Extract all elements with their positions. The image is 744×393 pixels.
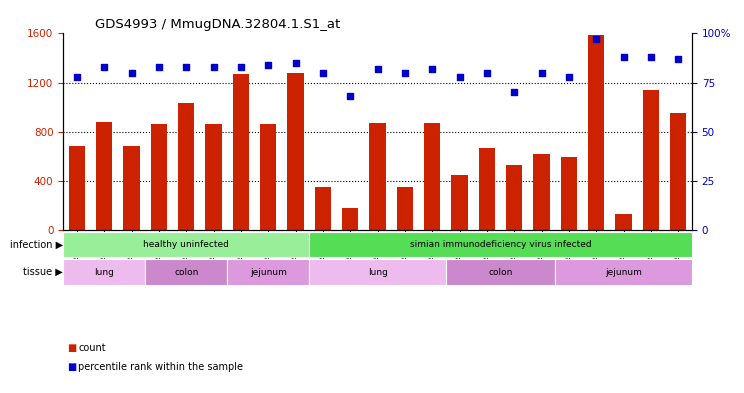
Point xyxy=(208,64,219,70)
Bar xyxy=(342,208,359,230)
Bar xyxy=(310,232,692,257)
Bar xyxy=(145,259,227,285)
Text: infection ▶: infection ▶ xyxy=(10,240,62,250)
Point xyxy=(98,64,110,70)
Text: GDS4993 / MmugDNA.32804.1.S1_at: GDS4993 / MmugDNA.32804.1.S1_at xyxy=(94,18,340,31)
Bar xyxy=(63,259,145,285)
Bar xyxy=(615,214,632,230)
Bar xyxy=(310,259,446,285)
Point xyxy=(454,73,466,80)
Point xyxy=(372,66,384,72)
Bar xyxy=(96,122,112,230)
Bar xyxy=(315,187,331,230)
Point xyxy=(289,60,301,66)
Text: lung: lung xyxy=(94,268,114,277)
Bar xyxy=(63,232,310,257)
Bar xyxy=(424,123,440,230)
Point xyxy=(317,70,329,76)
Text: colon: colon xyxy=(488,268,513,277)
Text: count: count xyxy=(78,343,106,353)
Point xyxy=(399,70,411,76)
Point xyxy=(180,64,192,70)
Text: simian immunodeficiency virus infected: simian immunodeficiency virus infected xyxy=(410,240,591,249)
Point xyxy=(673,56,684,62)
Bar xyxy=(506,165,522,230)
Point xyxy=(618,54,629,60)
Text: ■: ■ xyxy=(67,343,76,353)
Bar xyxy=(287,73,304,230)
Bar xyxy=(151,124,167,230)
Point xyxy=(126,70,138,76)
Point xyxy=(235,64,247,70)
Bar xyxy=(555,259,692,285)
Point xyxy=(426,66,438,72)
Point xyxy=(344,93,356,99)
Bar xyxy=(452,174,468,230)
Bar xyxy=(670,113,687,230)
Point xyxy=(481,70,493,76)
Bar xyxy=(178,103,194,230)
Bar xyxy=(588,35,604,230)
Point xyxy=(645,54,657,60)
Bar xyxy=(233,74,249,230)
Point xyxy=(71,73,83,80)
Point xyxy=(536,70,548,76)
Text: percentile rank within the sample: percentile rank within the sample xyxy=(78,362,243,373)
Point xyxy=(590,36,602,42)
Bar xyxy=(124,146,140,230)
Bar xyxy=(533,154,550,230)
Text: jejunum: jejunum xyxy=(605,268,642,277)
Text: healthy uninfected: healthy uninfected xyxy=(144,240,229,249)
Bar xyxy=(561,158,577,230)
Text: tissue ▶: tissue ▶ xyxy=(23,267,62,277)
Point xyxy=(563,73,575,80)
Point xyxy=(153,64,165,70)
Bar xyxy=(369,123,386,230)
Bar xyxy=(68,146,85,230)
Point xyxy=(263,62,275,68)
Bar xyxy=(643,90,659,230)
Bar xyxy=(478,148,495,230)
Bar xyxy=(227,259,310,285)
Text: jejunum: jejunum xyxy=(250,268,286,277)
Bar xyxy=(205,124,222,230)
Text: colon: colon xyxy=(174,268,199,277)
Bar xyxy=(397,187,413,230)
Bar xyxy=(446,259,555,285)
Text: ■: ■ xyxy=(67,362,76,373)
Text: lung: lung xyxy=(368,268,388,277)
Bar xyxy=(260,124,277,230)
Point xyxy=(508,89,520,95)
